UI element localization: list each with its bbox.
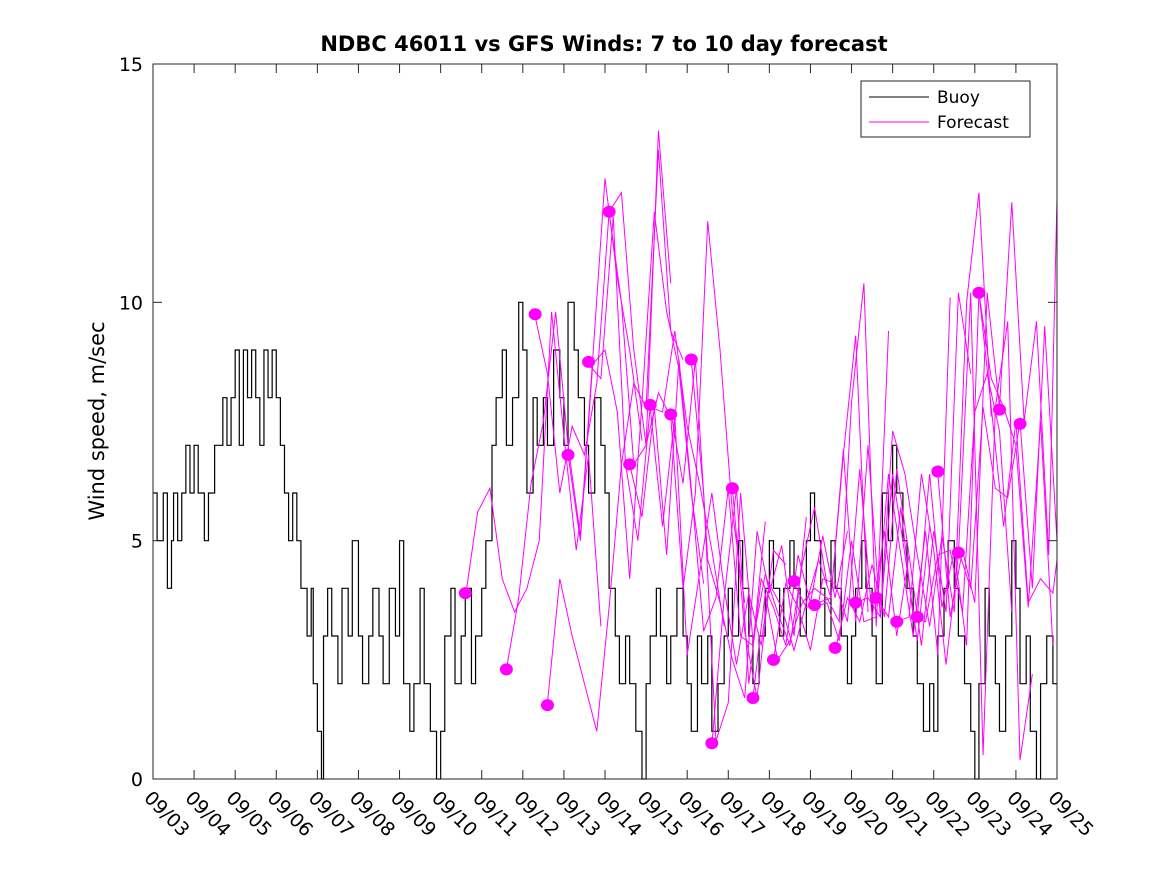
forecast-point — [869, 591, 883, 604]
forecast-point — [602, 205, 616, 218]
legend-buoy-label: Buoy — [937, 88, 980, 108]
forecast-point — [582, 355, 596, 368]
forecast-point — [931, 465, 945, 478]
forecast-run-line-3 — [534, 130, 672, 494]
forecast-point — [561, 448, 575, 461]
forecast-run-line-17 — [814, 297, 951, 656]
forecast-run-line-21 — [896, 292, 1033, 761]
forecast-point — [540, 699, 554, 712]
forecast-run-line-25 — [978, 292, 1058, 605]
forecast-run-line-24 — [957, 326, 1058, 589]
forecast-point — [1013, 417, 1027, 430]
forecast-point — [787, 575, 801, 588]
forecast-point — [890, 615, 904, 628]
forecast-run-line-20 — [875, 371, 1013, 623]
plot-area — [153, 64, 1057, 779]
legend-forecast-label: Forecast — [937, 113, 1009, 133]
forecast-point — [664, 408, 678, 421]
forecast-run-line-6 — [588, 216, 725, 627]
forecast-point — [992, 403, 1006, 416]
forecast-run-line-13 — [731, 335, 869, 699]
forecast-point — [972, 286, 986, 299]
forecast-run-line-11 — [690, 359, 828, 742]
forecast-point — [951, 546, 965, 559]
forecast-point — [849, 596, 863, 609]
forecast-run-line-7 — [608, 211, 746, 603]
forecast-point — [499, 663, 513, 676]
forecast-point — [725, 482, 739, 495]
buoy-series-line — [153, 301, 1057, 780]
y-tick-label: 0 — [131, 769, 143, 791]
forecast-point — [766, 653, 780, 666]
forecast-point — [808, 599, 822, 612]
y-tick-label: 5 — [131, 531, 143, 553]
forecast-point — [684, 353, 698, 366]
forecast-point — [746, 691, 760, 704]
forecast-point — [643, 398, 657, 411]
legend-box — [860, 80, 1031, 138]
y-tick-label: 10 — [119, 292, 143, 314]
y-tick-label: 15 — [119, 54, 143, 76]
forecast-run-line-19 — [855, 192, 992, 627]
chart-title: NDBC 46011 vs GFS Winds: 7 to 10 day for… — [320, 32, 887, 56]
forecast-point — [705, 737, 719, 750]
y-axis-label: Wind speed, m/sec — [85, 321, 109, 520]
forecast-run-line-4 — [546, 149, 684, 732]
y-axis: 0 5 10 15 — [119, 54, 1057, 791]
forecast-run-line-18 — [834, 292, 972, 651]
forecast-point — [458, 587, 472, 600]
forecast-point — [528, 308, 542, 321]
forecast-point — [828, 641, 842, 654]
legend: Buoy Forecast — [860, 80, 1031, 138]
forecast-run-line-9 — [649, 407, 787, 665]
data-layer — [153, 130, 1058, 780]
forecast-point — [910, 610, 924, 623]
forecast-point — [623, 458, 637, 471]
forecast-run-line-1 — [464, 311, 602, 627]
